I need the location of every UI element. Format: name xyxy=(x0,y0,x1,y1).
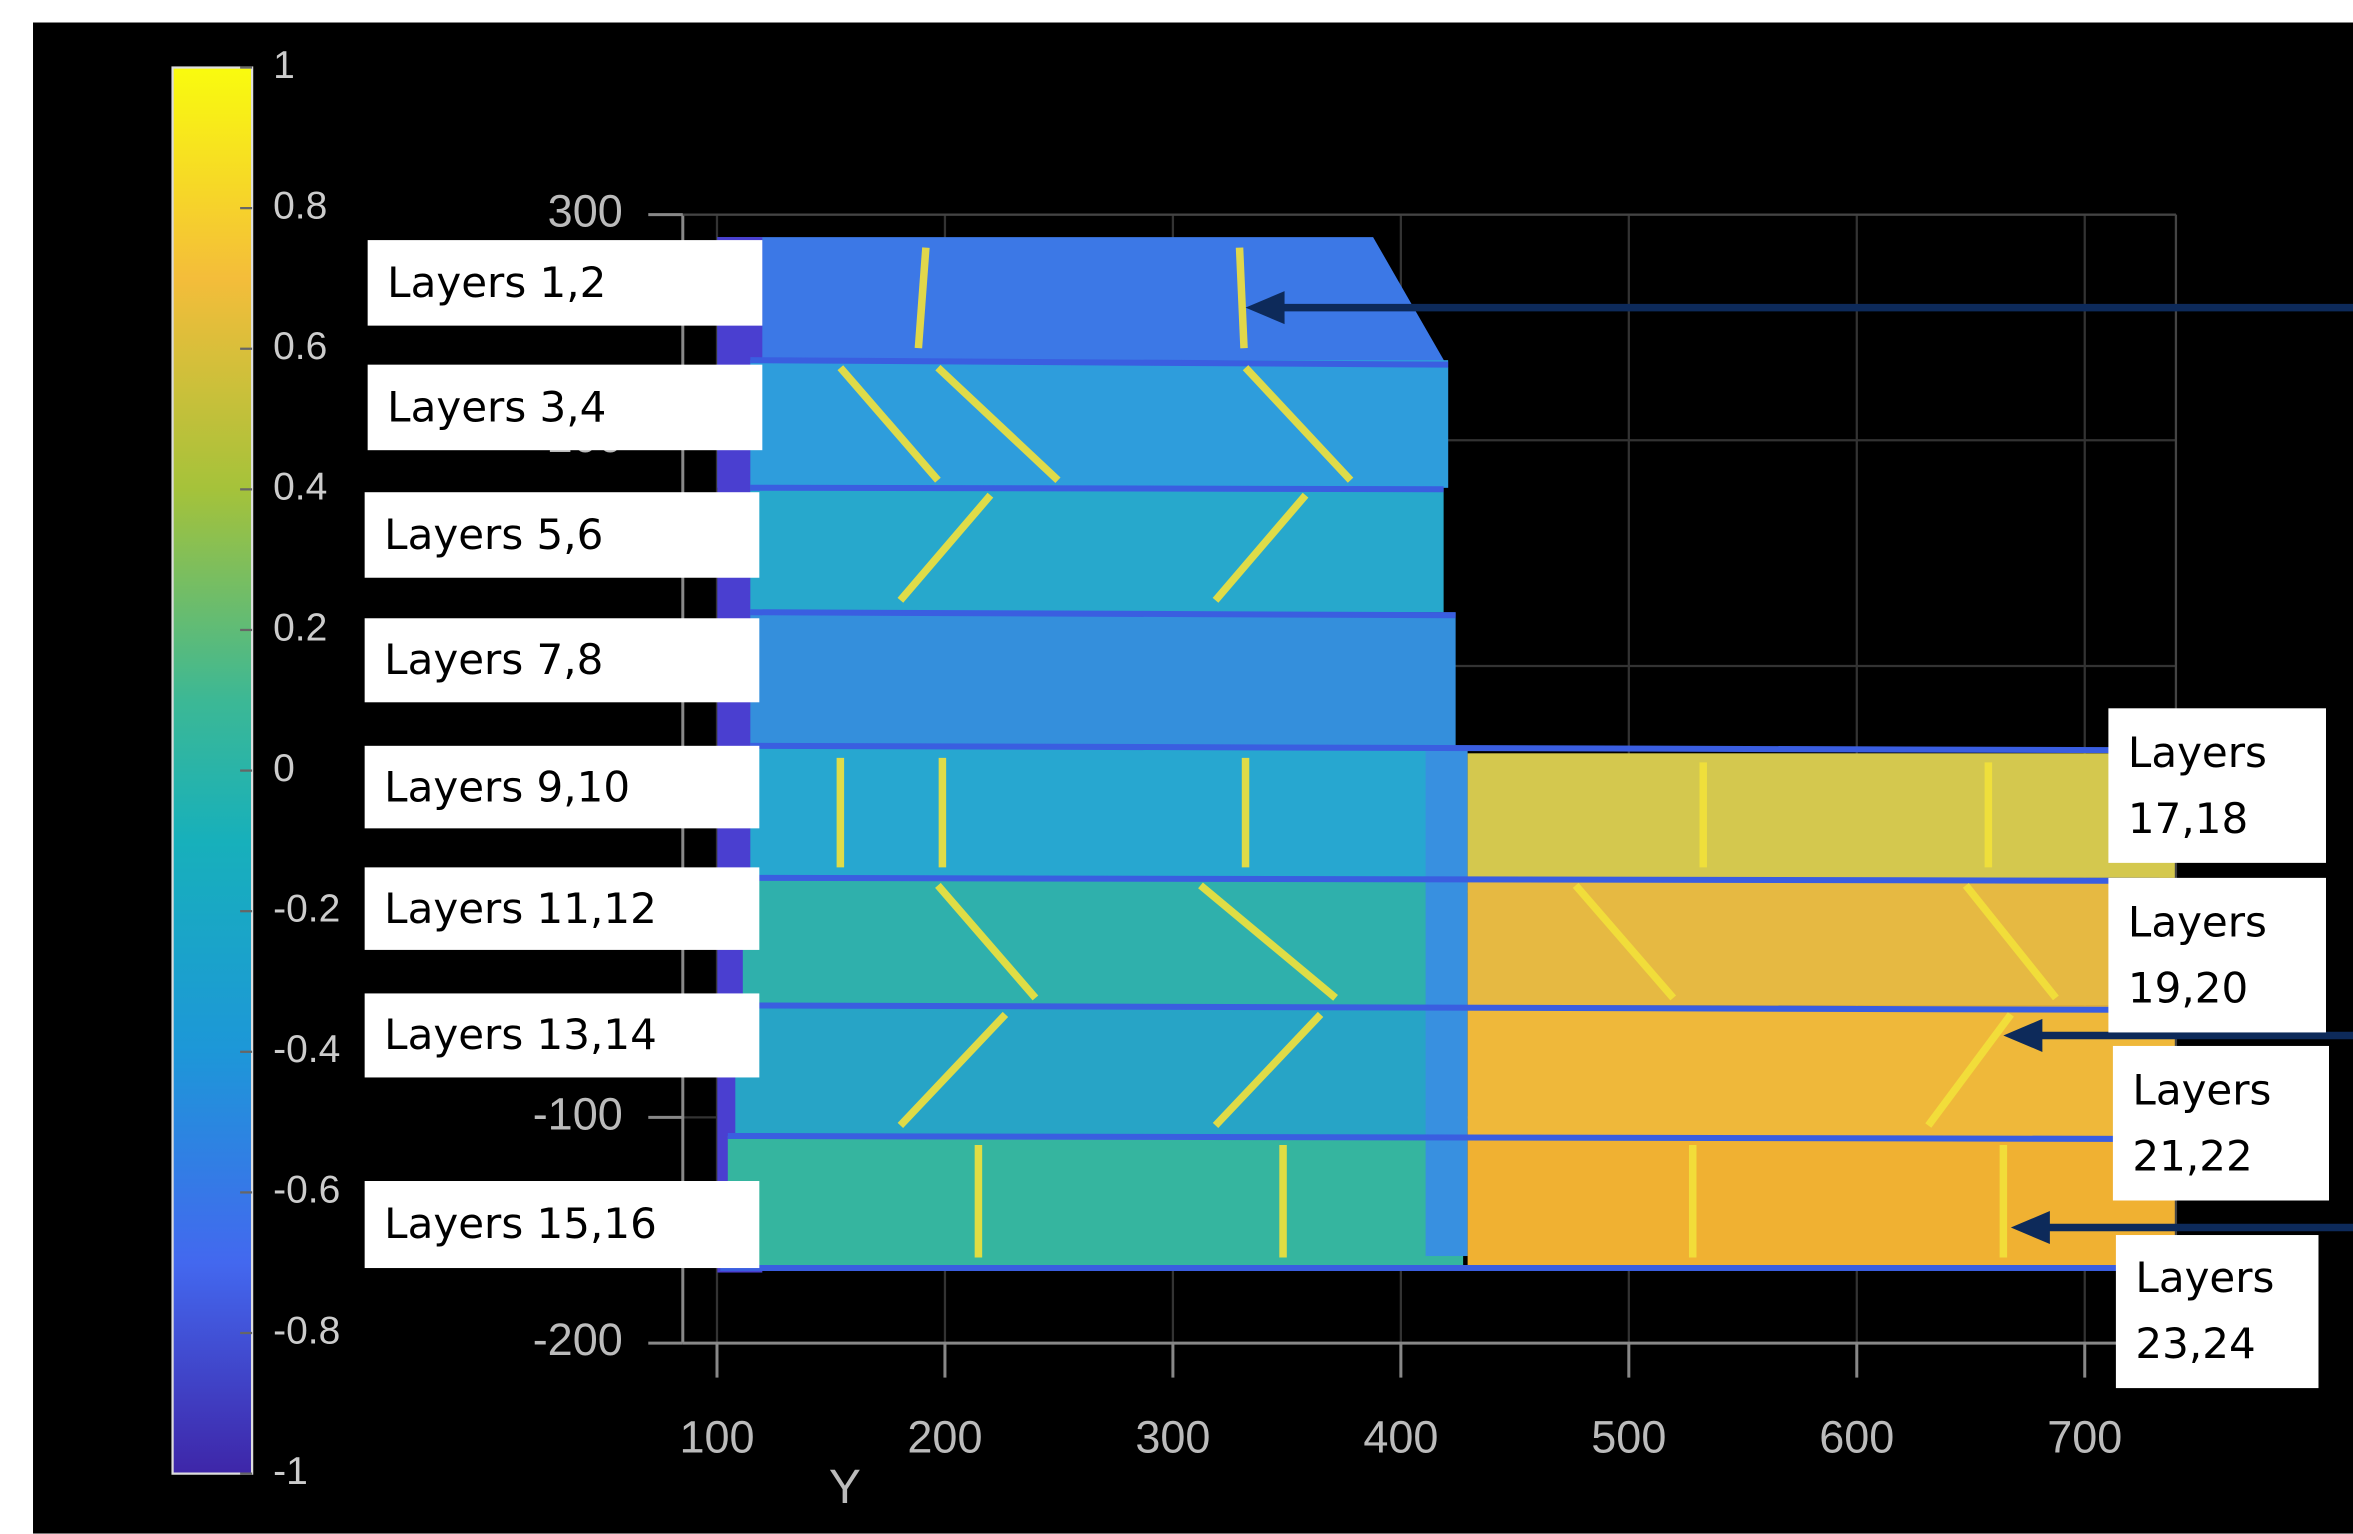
layer-label: Layers 9,10 xyxy=(365,746,760,829)
colorbar-tick-label: -1 xyxy=(273,1450,308,1493)
x-tick-label: 400 xyxy=(1363,1412,1438,1463)
x-tick-label: 600 xyxy=(1819,1412,1894,1463)
layer-label: Layers 1,2 xyxy=(368,240,763,326)
layer-label: Layers 17,18 xyxy=(2108,708,2326,863)
colorbar-tick-label: -0.8 xyxy=(273,1309,340,1352)
layer-label: Layers 21,22 xyxy=(2113,1046,2329,1201)
x-tick-label: 300 xyxy=(1135,1412,1210,1463)
x-tick-label: 500 xyxy=(1591,1412,1666,1463)
colorbar-tick-label: 0 xyxy=(273,747,295,790)
layer-label: Layers 19,20 xyxy=(2108,878,2326,1033)
figure: Y 1 0.8 0.6 0.4 0.2 0 -0.2 -0.4 -0.6 -0.8 -1 100 200… xyxy=(0,0,2353,1534)
colorbar-tick-label: 0.4 xyxy=(273,466,327,509)
colorbar-tick-label: 1 xyxy=(273,44,295,87)
y-tick-label: 300 xyxy=(548,185,623,236)
colorbar-tick-label: -0.6 xyxy=(273,1169,340,1212)
colorbar-tick-label: -0.2 xyxy=(273,888,340,931)
x-tick-label: 200 xyxy=(907,1412,982,1463)
y-tick-label: -200 xyxy=(533,1314,623,1365)
colorbar-tick-label: 0.8 xyxy=(273,184,327,227)
layer-label: Layers 5,6 xyxy=(365,492,760,578)
x-tick-label: 700 xyxy=(2047,1412,2122,1463)
plot-canvas: Y 1 0.8 0.6 0.4 0.2 0 -0.2 -0.4 -0.6 -0.8 -1 100 200… xyxy=(0,0,2353,1534)
layer-label: Layers 7,8 xyxy=(365,618,760,702)
layer-label: Layers 13,14 xyxy=(365,993,760,1077)
x-axis-label: Y xyxy=(829,1461,861,1514)
layer-label: Layers 3,4 xyxy=(368,365,763,451)
layer-label: Layers 23,24 xyxy=(2116,1235,2319,1388)
colorbar-tick-label: -0.4 xyxy=(273,1028,340,1071)
layer-label: Layers 11,12 xyxy=(365,867,760,950)
colorbar-tick-label: 0.6 xyxy=(273,325,327,368)
x-tick-label: 100 xyxy=(679,1412,754,1463)
colorbar-tick-label: 0.2 xyxy=(273,606,327,649)
layer-label: Layers 15,16 xyxy=(365,1181,760,1268)
y-tick-label: -100 xyxy=(533,1088,623,1139)
